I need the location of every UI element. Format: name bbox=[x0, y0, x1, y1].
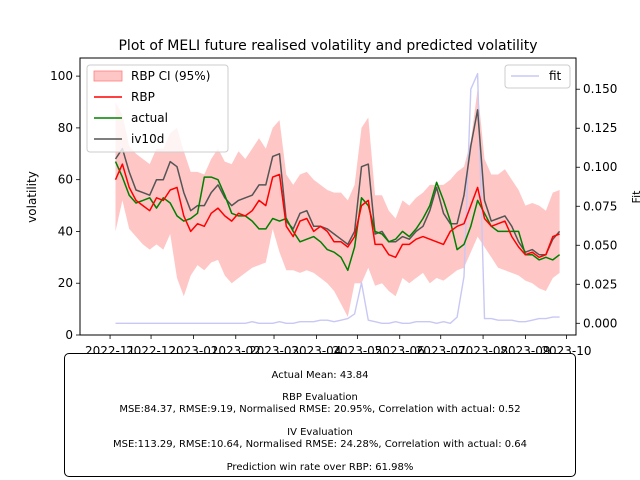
y2-axis-label: Fit bbox=[630, 190, 640, 204]
y-tick-label: 60 bbox=[58, 173, 73, 187]
x-tick: 2023-06 bbox=[375, 335, 425, 355]
x-tick: 2023-01 bbox=[168, 335, 218, 355]
x-tick-label: 2023-06 bbox=[375, 344, 425, 355]
legend-rbp-label: RBP bbox=[131, 90, 155, 104]
x-tick: 2023-04 bbox=[291, 335, 341, 355]
y2-tick-label: 0.000 bbox=[583, 316, 617, 330]
y-tick-label: 20 bbox=[58, 276, 73, 290]
y2-tick: 0.075 bbox=[576, 199, 617, 213]
y-tick: 40 bbox=[58, 224, 80, 238]
x-tick-label: 2023-07 bbox=[416, 344, 466, 355]
actual-line bbox=[114, 161, 561, 272]
y2-tick-label: 0.150 bbox=[583, 82, 617, 96]
y-tick-label: 0 bbox=[65, 328, 73, 342]
x-tick-label: 2022-12 bbox=[126, 344, 176, 355]
x-tick: 2023-02 bbox=[211, 335, 261, 355]
legend-ci-label: RBP CI (95%) bbox=[131, 69, 210, 83]
evaluation-summary-box: Actual Mean: 43.84 RBP Evaluation MSE:84… bbox=[64, 353, 576, 477]
x-tick: 2023-09 bbox=[500, 335, 551, 355]
x-tick: 2022-11 bbox=[85, 335, 135, 355]
y2-tick: 0.000 bbox=[576, 316, 617, 330]
x-tick-label: 2023-04 bbox=[291, 344, 341, 355]
y2-tick-label: 0.050 bbox=[583, 238, 617, 252]
x-tick-label: 2022-11 bbox=[85, 344, 135, 355]
legend-ci-swatch bbox=[93, 70, 123, 82]
y2-tick: 0.125 bbox=[576, 121, 617, 135]
y-tick: 20 bbox=[58, 276, 80, 290]
x-tick-label: 2023-10 bbox=[541, 344, 591, 355]
iv10d-line bbox=[114, 109, 561, 256]
y2-tick: 0.050 bbox=[576, 238, 617, 252]
y2-tick: 0.025 bbox=[576, 277, 617, 291]
x-axis: 2022-112022-122023-012023-022023-032023-… bbox=[85, 335, 592, 355]
y-tick-label: 40 bbox=[58, 224, 73, 238]
y-axis-label: volatility bbox=[25, 171, 39, 223]
y-tick: 80 bbox=[58, 121, 80, 135]
x-tick: 2023-10 bbox=[541, 335, 592, 355]
series-line-layer bbox=[114, 109, 561, 272]
ci-band bbox=[115, 89, 560, 317]
fit-line bbox=[115, 72, 560, 324]
legend-right: fit bbox=[504, 64, 571, 89]
chart-title: Plot of MELI future realised volatility … bbox=[118, 38, 537, 54]
x-tick-label: 2023-03 bbox=[249, 344, 299, 355]
y-tick: 100 bbox=[50, 69, 80, 83]
legend-iv10d-label: iv10d bbox=[131, 132, 164, 146]
y-axis-right: 0.000 0.025 0.050 0.075 0.100 0.125 0.150 bbox=[576, 82, 617, 330]
legend-fit-label: fit bbox=[549, 69, 562, 83]
rbp-line bbox=[114, 163, 560, 259]
x-tick-label: 2023-05 bbox=[332, 344, 382, 355]
iv-evaluation-title: IV Evaluation bbox=[287, 427, 353, 438]
rbp-evaluation-metrics: MSE:84.37, RMSE:9.19, Normalised RMSE: 2… bbox=[119, 404, 521, 415]
y-tick-label: 100 bbox=[50, 69, 73, 83]
plot-frame bbox=[79, 57, 577, 336]
plot-area bbox=[79, 57, 577, 336]
y2-tick-label: 0.125 bbox=[583, 121, 617, 135]
x-tick-label: 2023-01 bbox=[168, 344, 218, 355]
actual-mean-text: Actual Mean: 43.84 bbox=[271, 370, 369, 381]
x-tick-label: 2023-02 bbox=[211, 344, 261, 355]
x-tick: 2022-12 bbox=[126, 335, 176, 355]
y2-tick: 0.100 bbox=[576, 160, 617, 174]
y-tick: 60 bbox=[58, 173, 80, 187]
x-tick: 2023-07 bbox=[416, 335, 466, 355]
ci-band-layer bbox=[115, 89, 560, 317]
fit-line-layer bbox=[115, 72, 560, 324]
iv-evaluation-metrics: MSE:113.29, RMSE:10.64, Normalised RMSE:… bbox=[112, 439, 528, 450]
legend-left-frame bbox=[86, 64, 229, 153]
rbp-evaluation-title: RBP Evaluation bbox=[282, 392, 358, 403]
y-axis-left: 0 20 40 60 80 100 bbox=[50, 69, 80, 342]
x-tick: 2023-03 bbox=[249, 335, 299, 355]
win-rate-text: Prediction win rate over RBP: 61.98% bbox=[226, 462, 414, 473]
y2-tick-label: 0.075 bbox=[583, 199, 617, 213]
y2-tick-label: 0.025 bbox=[583, 277, 617, 291]
x-tick: 2023-05 bbox=[332, 335, 382, 355]
volatility-chart: Plot of MELI future realised volatility … bbox=[25, 38, 640, 355]
x-tick-label: 2023-09 bbox=[500, 344, 550, 355]
x-tick: 2023-08 bbox=[458, 335, 508, 355]
y-tick: 0 bbox=[65, 328, 80, 342]
y2-tick-label: 0.100 bbox=[583, 160, 617, 174]
y2-tick: 0.150 bbox=[576, 82, 617, 96]
legend-actual-label: actual bbox=[131, 111, 168, 125]
y-tick-label: 80 bbox=[58, 121, 73, 135]
legend-left: RBP CI (95%) RBP actual iv10d bbox=[86, 64, 229, 153]
x-tick-label: 2023-08 bbox=[458, 344, 508, 355]
